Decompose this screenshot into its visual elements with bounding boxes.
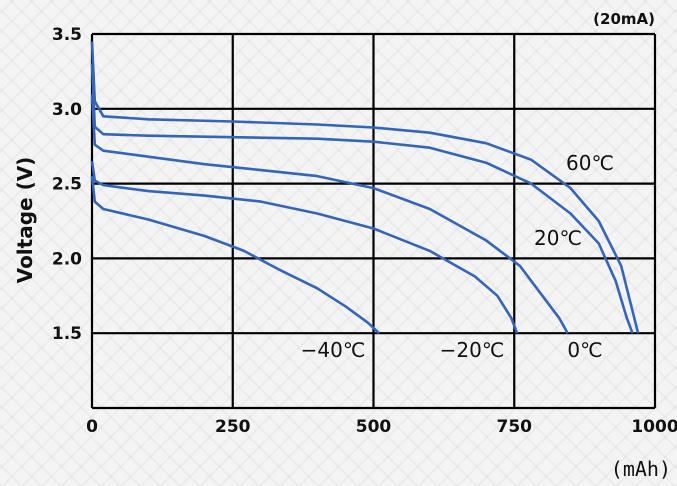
y-axis-label: Voltage (V) xyxy=(13,157,37,284)
y-tick-label: 1.5 xyxy=(52,324,82,344)
series-label-0: 60℃ xyxy=(566,151,614,175)
y-tick-label: 2.5 xyxy=(52,175,82,195)
series-line-4 xyxy=(90,175,380,335)
y-tick-label: 3.0 xyxy=(52,100,82,120)
y-tick-label: 3.5 xyxy=(52,25,82,45)
grid xyxy=(90,32,657,410)
x-tick-label: 1000 xyxy=(631,417,677,437)
x-tick-label: 500 xyxy=(356,417,392,437)
tick-labels: 0 250 500 750 1000 1.5 2.0 2.5 3.0 3.5 xyxy=(52,25,677,437)
series-line-2 xyxy=(90,93,569,334)
series-lines xyxy=(90,41,640,335)
series-label-4: −40℃ xyxy=(301,338,366,362)
x-tick-label: 250 xyxy=(215,417,251,437)
x-tick-label: 750 xyxy=(497,417,533,437)
y-tick-label: 2.0 xyxy=(52,249,82,269)
series-labels: 60℃ 20℃ 0℃ −20℃ −40℃ xyxy=(301,151,614,362)
series-line-3 xyxy=(90,161,519,334)
x-tick-label: 0 xyxy=(86,417,98,437)
series-line-0 xyxy=(90,41,640,334)
series-line-1 xyxy=(90,63,634,334)
x-axis-unit: (mAh) xyxy=(611,457,671,481)
condition-label: (20mA) xyxy=(593,10,655,28)
series-label-3: −20℃ xyxy=(440,338,505,362)
series-label-1: 20℃ xyxy=(534,226,582,250)
series-label-2: 0℃ xyxy=(567,338,602,362)
